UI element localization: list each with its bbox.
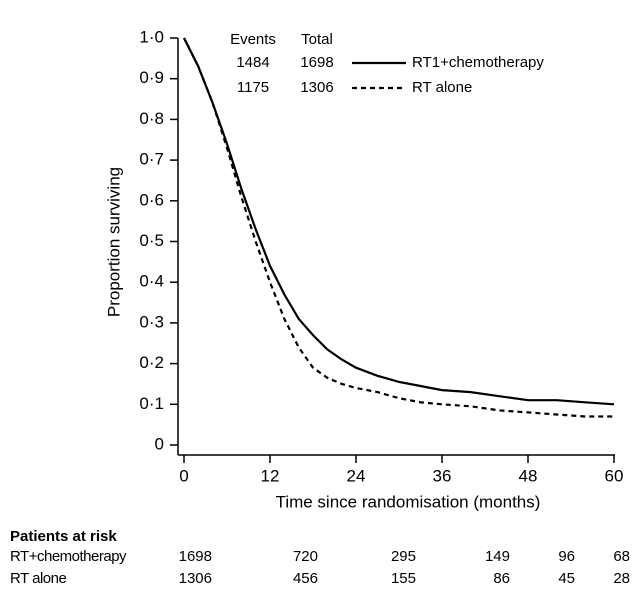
y-axis-label: Proportion surviving (104, 167, 123, 317)
y-tick-label: 0·4 (139, 272, 164, 291)
x-tick-label: 60 (605, 466, 624, 485)
risk-count: 149 (485, 548, 510, 565)
y-tick-label: 1·0 (139, 27, 164, 46)
risk-row-label: RT+chemotherapy (10, 548, 127, 565)
x-axis-label: Time since randomisation (months) (276, 492, 541, 511)
y-tick-label: 0·2 (139, 353, 164, 372)
legend-header: Events (230, 31, 276, 48)
survival-curve (183, 37, 615, 406)
risk-table-title: Patients at risk (10, 528, 117, 545)
legend-label: RT1+chemotherapy (412, 54, 544, 71)
risk-count: 456 (293, 570, 318, 587)
legend-header: Total (301, 31, 333, 48)
risk-count: 295 (391, 548, 416, 565)
risk-count: 1698 (179, 548, 212, 565)
y-tick-label: 0·3 (139, 312, 164, 331)
x-tick-label: 24 (347, 466, 366, 485)
x-tick-label: 48 (519, 466, 538, 485)
risk-count: 45 (558, 570, 575, 587)
legend-total: 1698 (300, 54, 333, 71)
survival-curve (183, 37, 614, 418)
risk-count: 720 (293, 548, 318, 565)
y-tick-label: 0·6 (139, 190, 164, 209)
y-tick-label: 0·9 (139, 68, 164, 87)
risk-count: 86 (493, 570, 510, 587)
x-tick-label: 0 (179, 466, 188, 485)
x-tick-label: 12 (261, 466, 280, 485)
risk-count: 1306 (179, 570, 212, 587)
legend-label: RT alone (412, 79, 472, 96)
y-tick-label: 0·5 (139, 231, 164, 250)
legend-events: 1484 (236, 54, 269, 71)
risk-count: 96 (558, 548, 575, 565)
risk-row-label: RT alone (10, 570, 66, 587)
risk-count: 155 (391, 570, 416, 587)
legend-total: 1306 (300, 79, 333, 96)
y-tick-label: 0·8 (139, 109, 164, 128)
x-tick-label: 36 (433, 466, 452, 485)
y-tick-label: 0·7 (139, 150, 164, 169)
risk-count: 28 (613, 570, 630, 587)
y-tick-label: 0 (155, 434, 164, 453)
y-tick-label: 0·1 (139, 394, 164, 413)
legend-events: 1175 (237, 79, 269, 96)
risk-count: 68 (613, 548, 630, 565)
